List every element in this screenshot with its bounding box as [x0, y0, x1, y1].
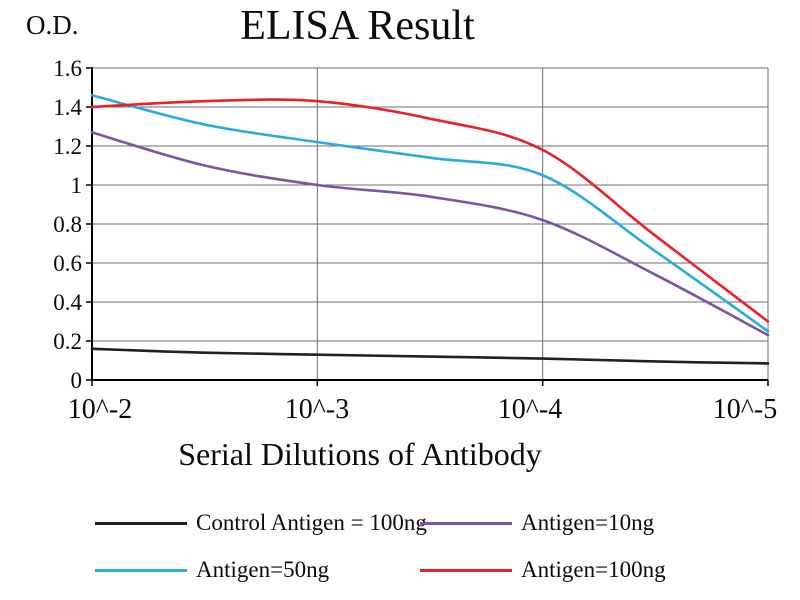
x-tick-label-2: 10^-3 — [284, 394, 350, 425]
svg-text:0.6: 0.6 — [53, 251, 82, 276]
legend-line-swatch-red — [420, 568, 512, 572]
legend-item-antigen-50ng: Antigen=50ng — [95, 555, 329, 585]
svg-text:0.4: 0.4 — [53, 290, 82, 315]
legend-line-swatch-purple — [420, 521, 512, 525]
svg-text:1: 1 — [71, 173, 83, 198]
legend-item-antigen-10ng: Antigen=10ng — [420, 508, 654, 538]
svg-text:0.8: 0.8 — [53, 212, 82, 237]
chart-title: ELISA Result — [240, 3, 475, 49]
legend-label: Control Antigen = 100ng — [196, 510, 427, 535]
x-tick-label-3: 10^-4 — [497, 394, 563, 425]
y-axis-title: O.D. — [26, 10, 79, 40]
x-tick-label-4: 10^-5 — [712, 394, 778, 425]
legend-item-antigen-100ng: Antigen=100ng — [420, 555, 666, 585]
legend-item-control-antigen: Control Antigen = 100ng — [95, 508, 427, 538]
legend-label: Antigen=10ng — [521, 510, 655, 535]
svg-text:0.2: 0.2 — [53, 329, 82, 354]
legend-line-swatch-cyan — [95, 568, 187, 572]
x-axis-label: Serial Dilutions of Antibody — [178, 436, 542, 472]
legend-label: Antigen=50ng — [196, 557, 330, 582]
legend-label: Antigen=100ng — [521, 557, 666, 582]
svg-text:1.4: 1.4 — [53, 95, 82, 120]
legend-line-swatch-black — [95, 521, 187, 525]
svg-text:0: 0 — [71, 368, 83, 392]
line-chart-plot: 0 0.2 0.4 0.6 0.8 1 1.2 1.4 1.6 — [53, 56, 770, 392]
x-tick-label-1: 10^-2 — [67, 394, 133, 425]
svg-text:1.6: 1.6 — [53, 56, 82, 81]
svg-text:1.2: 1.2 — [53, 134, 82, 159]
